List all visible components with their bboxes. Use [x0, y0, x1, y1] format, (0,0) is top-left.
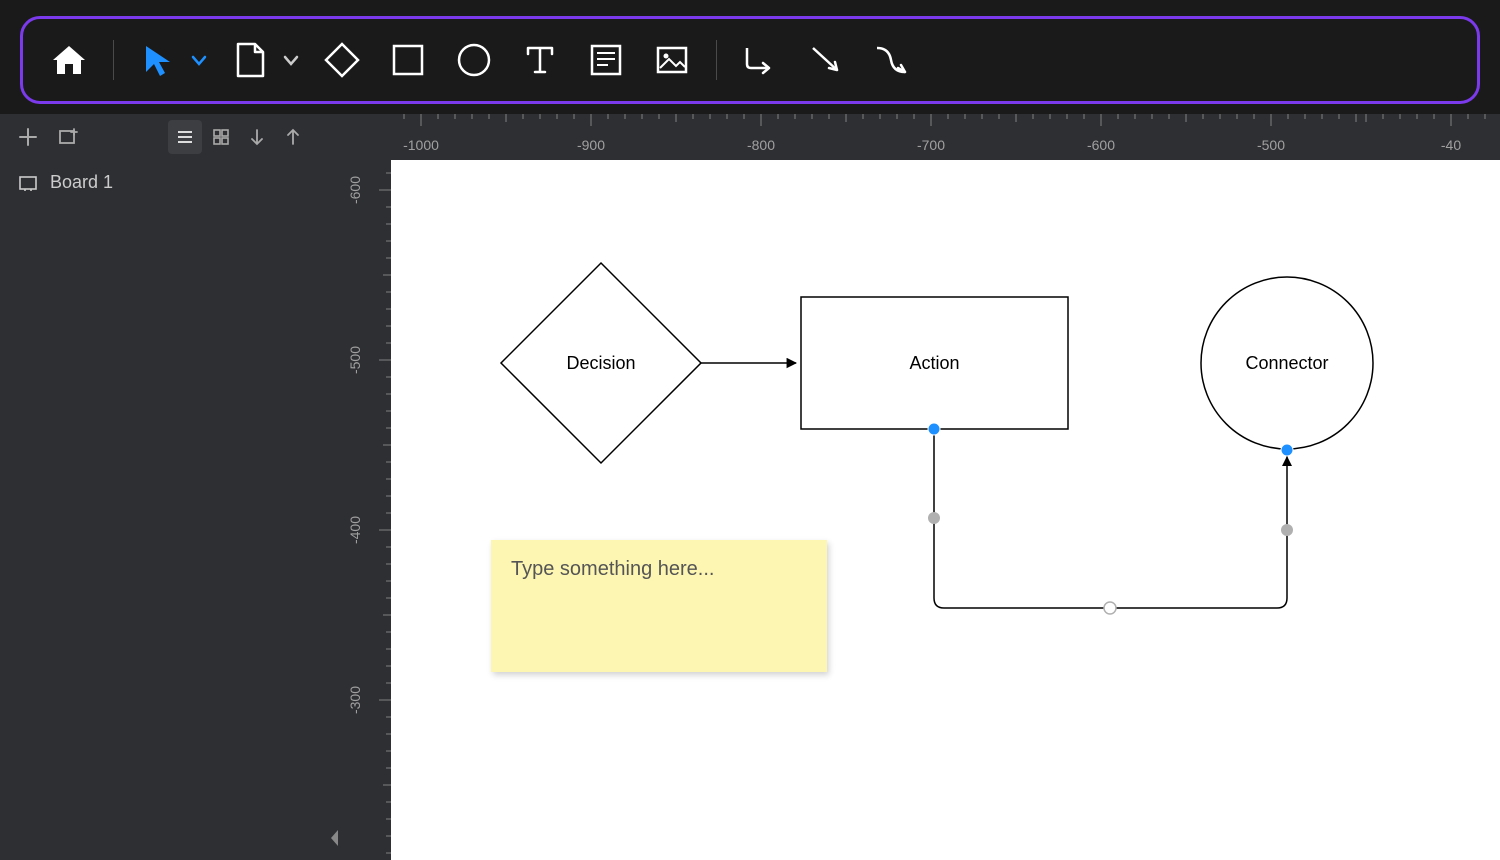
sticky-note[interactable]: Type something here...	[491, 540, 827, 672]
separator	[716, 40, 717, 80]
connector-midpoint[interactable]	[1281, 524, 1293, 536]
horizontal-ruler: -1000 -900 -800 -700 -600 -500 -40	[391, 114, 1500, 160]
svg-text:-400: -400	[347, 516, 363, 544]
svg-text:-900: -900	[577, 137, 605, 153]
rectangle-tool-button[interactable]	[380, 32, 436, 88]
svg-text:-600: -600	[1087, 137, 1115, 153]
home-button[interactable]	[41, 32, 97, 88]
active-connector[interactable]	[934, 429, 1287, 608]
text-tool-button[interactable]	[512, 32, 568, 88]
canvas[interactable]: Decision Action Connector Type something h…	[391, 160, 1500, 860]
page-tool-button[interactable]	[222, 32, 278, 88]
svg-text:-600: -600	[347, 176, 363, 204]
diamond-tool-button[interactable]	[314, 32, 370, 88]
connector-end-handle[interactable]	[1281, 444, 1293, 456]
main-toolbar	[20, 16, 1480, 104]
image-tool-button[interactable]	[644, 32, 700, 88]
circle-tool-button[interactable]	[446, 32, 502, 88]
boards-sidebar: Board 1	[0, 160, 340, 860]
connector-arrowhead	[1282, 456, 1292, 466]
connector-start-handle[interactable]	[928, 423, 940, 435]
connector-midpoint[interactable]	[1104, 602, 1116, 614]
collapse-sidebar-button[interactable]	[327, 827, 341, 854]
sort-down-button[interactable]	[240, 120, 274, 154]
board-item[interactable]: Board 1	[0, 160, 340, 205]
add-button[interactable]	[14, 123, 42, 151]
action-label: Action	[909, 353, 959, 373]
add-board-button[interactable]	[54, 123, 82, 151]
elbow-connector-button[interactable]	[733, 32, 789, 88]
curved-connector-button[interactable]	[865, 32, 921, 88]
connector-midpoint[interactable]	[928, 512, 940, 524]
note-tool-button[interactable]	[578, 32, 634, 88]
svg-text:-1000: -1000	[403, 137, 439, 153]
straight-connector-button[interactable]	[799, 32, 855, 88]
grid-view-button[interactable]	[204, 120, 238, 154]
svg-text:-500: -500	[347, 346, 363, 374]
sticky-note-text: Type something here...	[511, 558, 714, 580]
svg-text:-800: -800	[747, 137, 775, 153]
board-icon	[18, 173, 38, 193]
separator	[113, 40, 114, 80]
sort-up-button[interactable]	[276, 120, 310, 154]
list-view-button[interactable]	[168, 120, 202, 154]
svg-text:-500: -500	[1257, 137, 1285, 153]
connector-label: Connector	[1245, 353, 1328, 373]
svg-text:-700: -700	[917, 137, 945, 153]
page-tool-dropdown[interactable]	[282, 51, 300, 69]
vertical-ruler: -600 -500 -400 -300	[340, 160, 391, 860]
secondary-bar: -1000 -900 -800 -700 -600 -500 -40	[0, 114, 1500, 160]
select-tool-button[interactable]	[130, 32, 186, 88]
svg-text:-300: -300	[347, 686, 363, 714]
board-label: Board 1	[50, 172, 113, 193]
select-tool-dropdown[interactable]	[190, 51, 208, 69]
decision-label: Decision	[566, 353, 635, 373]
svg-text:-40: -40	[1441, 137, 1461, 153]
